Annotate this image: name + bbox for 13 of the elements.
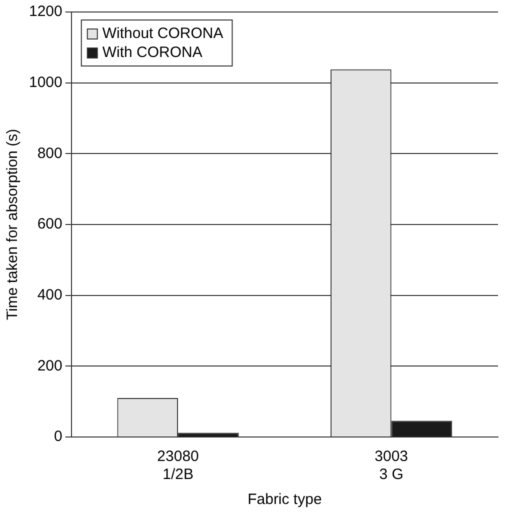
x-tick-label: 23080 1/2B xyxy=(157,448,199,484)
y-tick-label: 400 xyxy=(37,286,62,304)
y-axis-title: Time taken for absorption (s) xyxy=(4,128,22,320)
legend-label: With CORONA xyxy=(102,44,202,62)
x-tick-label: 3003 3 G xyxy=(374,448,408,484)
y-tick-label: 200 xyxy=(37,357,62,374)
y-tick-label: 0 xyxy=(54,428,62,446)
legend-label: Without CORONA xyxy=(102,25,224,42)
y-tick-label: 1200 xyxy=(28,3,62,20)
x-axis-title: Fabric type xyxy=(248,491,322,508)
y-tick-label: 800 xyxy=(37,144,62,162)
y-tick-label: 600 xyxy=(37,216,62,233)
y-tick-label: 1000 xyxy=(28,74,62,91)
